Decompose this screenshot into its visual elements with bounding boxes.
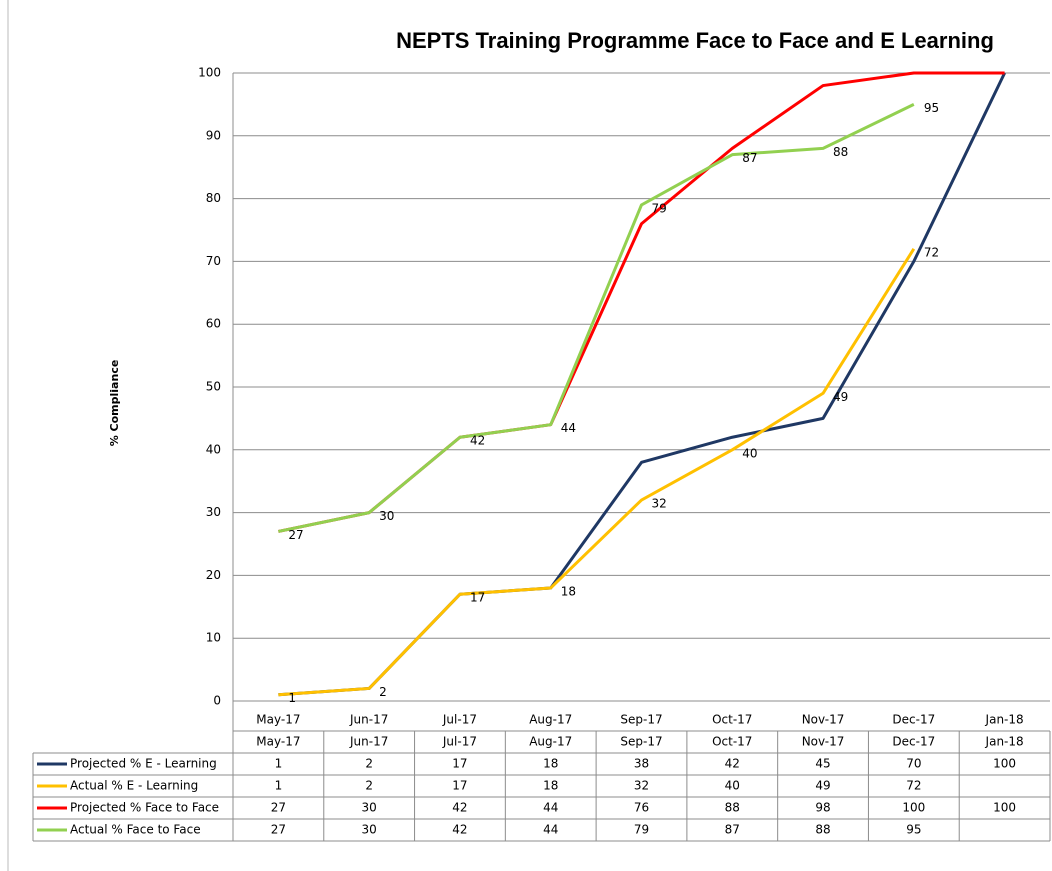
y-tick-label: 100: [198, 66, 221, 80]
x-tick-label: May-17: [256, 713, 300, 727]
legend-label: Actual % E - Learning: [70, 779, 198, 793]
table-cell: 88: [815, 823, 830, 837]
y-tick-label: 40: [206, 442, 221, 456]
data-label: 87: [742, 151, 757, 165]
table-cell: 44: [543, 801, 558, 815]
table-cell: 1: [275, 757, 283, 771]
x-tick-label: Sep-17: [620, 713, 662, 727]
table-cell: 30: [362, 823, 377, 837]
table-cell: 88: [725, 801, 740, 815]
x-tick-label: Dec-17: [892, 713, 935, 727]
series-line: [278, 103, 915, 533]
table-cell: 100: [993, 801, 1016, 815]
table-cell: 70: [906, 757, 921, 771]
table-cell: 45: [815, 757, 830, 771]
y-tick-label: 0: [213, 694, 221, 708]
table-cell: 95: [906, 823, 921, 837]
x-tick-label: Aug-17: [529, 713, 572, 727]
legend-label: Actual % Face to Face: [70, 823, 201, 837]
data-label: 27: [288, 528, 303, 542]
table-cell: 30: [362, 801, 377, 815]
legend-label: Projected % E - Learning: [70, 757, 217, 771]
x-tick-label: Jul-17: [442, 713, 477, 727]
data-label: 49: [833, 390, 848, 404]
legend-label: Projected % Face to Face: [70, 801, 219, 815]
y-axis-label: % Compliance: [108, 360, 121, 447]
table-header: Jan-18: [985, 735, 1024, 749]
table-cell: 18: [543, 779, 558, 793]
table-cell: 42: [452, 823, 467, 837]
y-tick-label: 50: [206, 380, 221, 394]
table-cell: 100: [993, 757, 1016, 771]
y-tick-label: 10: [206, 631, 221, 645]
data-label: 44: [561, 421, 576, 435]
data-label: 72: [924, 245, 939, 259]
data-label: 18: [561, 584, 576, 598]
table-cell: 100: [902, 801, 925, 815]
x-tick-label: Nov-17: [802, 713, 845, 727]
table-cell: 17: [452, 757, 467, 771]
y-tick-label: 30: [206, 505, 221, 519]
y-tick-label: 90: [206, 128, 221, 142]
table-header: Aug-17: [529, 735, 572, 749]
table-cell: 87: [725, 823, 740, 837]
data-label: 17: [470, 591, 485, 605]
data-label: 30: [379, 509, 394, 523]
table-header: May-17: [256, 735, 300, 749]
table-cell: 32: [634, 779, 649, 793]
table-cell: 2: [365, 779, 373, 793]
table-cell: 44: [543, 823, 558, 837]
table-cell: 2: [365, 757, 373, 771]
x-tick-label: Jan-18: [985, 713, 1024, 727]
table-cell: 1: [275, 779, 283, 793]
series-line: [278, 248, 916, 697]
data-label: 32: [652, 497, 667, 511]
table-cell: 42: [725, 757, 740, 771]
table-header: Jul-17: [442, 735, 477, 749]
data-label: 2: [379, 685, 387, 699]
y-tick-label: 20: [206, 568, 221, 582]
series-line: [278, 72, 1006, 697]
table-cell: 72: [906, 779, 921, 793]
table-header: Nov-17: [802, 735, 845, 749]
data-label: 88: [833, 145, 848, 159]
y-tick-label: 70: [206, 254, 221, 268]
table-cell: 98: [815, 801, 830, 815]
x-tick-label: Oct-17: [712, 713, 752, 727]
table-cell: 49: [815, 779, 830, 793]
table-cell: 40: [725, 779, 740, 793]
table-cell: 17: [452, 779, 467, 793]
table-cell: 27: [271, 823, 286, 837]
table-header: Oct-17: [712, 735, 752, 749]
data-label: 95: [924, 101, 939, 115]
x-tick-label: Jun-17: [349, 713, 388, 727]
data-label: 42: [470, 434, 485, 448]
table-cell: 76: [634, 801, 649, 815]
table-cell: 27: [271, 801, 286, 815]
chart-title: NEPTS Training Programme Face to Face an…: [396, 28, 994, 53]
data-label: 40: [742, 446, 757, 460]
table-header: Dec-17: [892, 735, 935, 749]
table-header: Jun-17: [349, 735, 388, 749]
y-tick-label: 80: [206, 191, 221, 205]
data-label: 1: [288, 691, 296, 705]
table-header: Sep-17: [620, 735, 662, 749]
table-cell: 79: [634, 823, 649, 837]
table-cell: 18: [543, 757, 558, 771]
y-tick-label: 60: [206, 317, 221, 331]
table-cell: 42: [452, 801, 467, 815]
data-label: 79: [652, 201, 667, 215]
table-cell: 38: [634, 757, 649, 771]
